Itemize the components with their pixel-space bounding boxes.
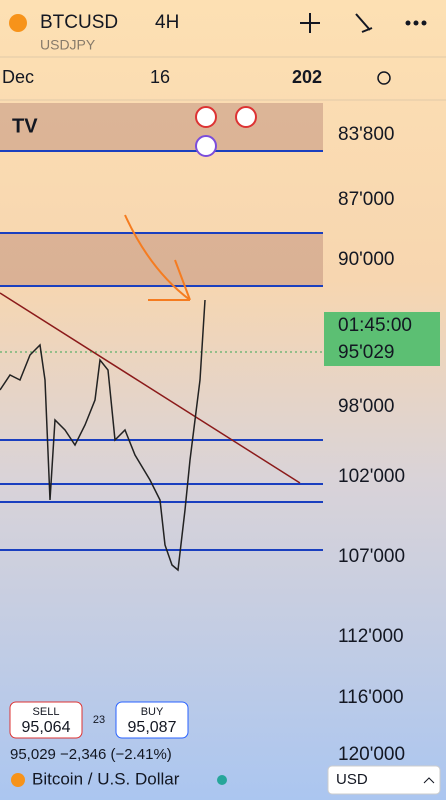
- zone: [0, 103, 323, 151]
- coin-icon: [9, 14, 27, 32]
- trendline: [0, 292, 301, 484]
- time-label: 202: [292, 67, 322, 87]
- sell-button[interactable]: [9, 701, 83, 739]
- event-icon[interactable]: [235, 106, 257, 128]
- price-series: [0, 299, 206, 572]
- sell-price: 95,064: [22, 719, 71, 736]
- coin-icon: [11, 773, 25, 787]
- buy-label: BUY: [141, 706, 164, 718]
- more-icon[interactable]: [405, 20, 427, 26]
- add-icon[interactable]: [300, 13, 320, 33]
- instrument-name: Bitcoin / U.S. Dollar: [32, 769, 180, 788]
- countdown: 01:45:00: [338, 315, 412, 336]
- price-label: 116'000: [338, 687, 404, 708]
- currency: USD: [336, 771, 368, 788]
- price-label: 120'000: [338, 744, 405, 765]
- event-icon[interactable]: [195, 135, 217, 157]
- buy-button[interactable]: [115, 701, 189, 739]
- change: 95,029 −2,346 (−2.41%): [10, 746, 172, 763]
- zone: [0, 233, 323, 286]
- sell-label: SELL: [33, 706, 60, 718]
- levels: [0, 150, 323, 551]
- time-label: 16: [150, 67, 170, 87]
- price-label: 83'800: [338, 124, 394, 145]
- price-box: [324, 312, 440, 366]
- time-label: Dec: [2, 67, 34, 87]
- price-label: 107'000: [338, 546, 405, 567]
- tv-logo: TV: [12, 115, 38, 137]
- price-label: 98'000: [338, 396, 394, 417]
- price-label: 87'000: [338, 189, 394, 210]
- ghost-symbol: USDJPY: [40, 37, 96, 53]
- price-label: 102'000: [338, 466, 405, 487]
- currency-select[interactable]: [327, 765, 441, 795]
- symbol[interactable]: BTCUSD: [40, 12, 118, 33]
- interval[interactable]: 4H: [155, 12, 179, 33]
- draw-icon[interactable]: [355, 13, 373, 33]
- chevron: [423, 777, 435, 784]
- status-dot: [217, 775, 227, 785]
- buy-price: 95,087: [128, 719, 177, 736]
- settings-icon[interactable]: [377, 71, 391, 85]
- current-price: 95'029: [338, 342, 394, 363]
- spread: 23: [93, 714, 105, 726]
- event-icon[interactable]: [195, 106, 217, 128]
- price-label: 112'000: [338, 626, 404, 647]
- arrow: [124, 214, 191, 301]
- price-label: 90'000: [338, 249, 394, 270]
